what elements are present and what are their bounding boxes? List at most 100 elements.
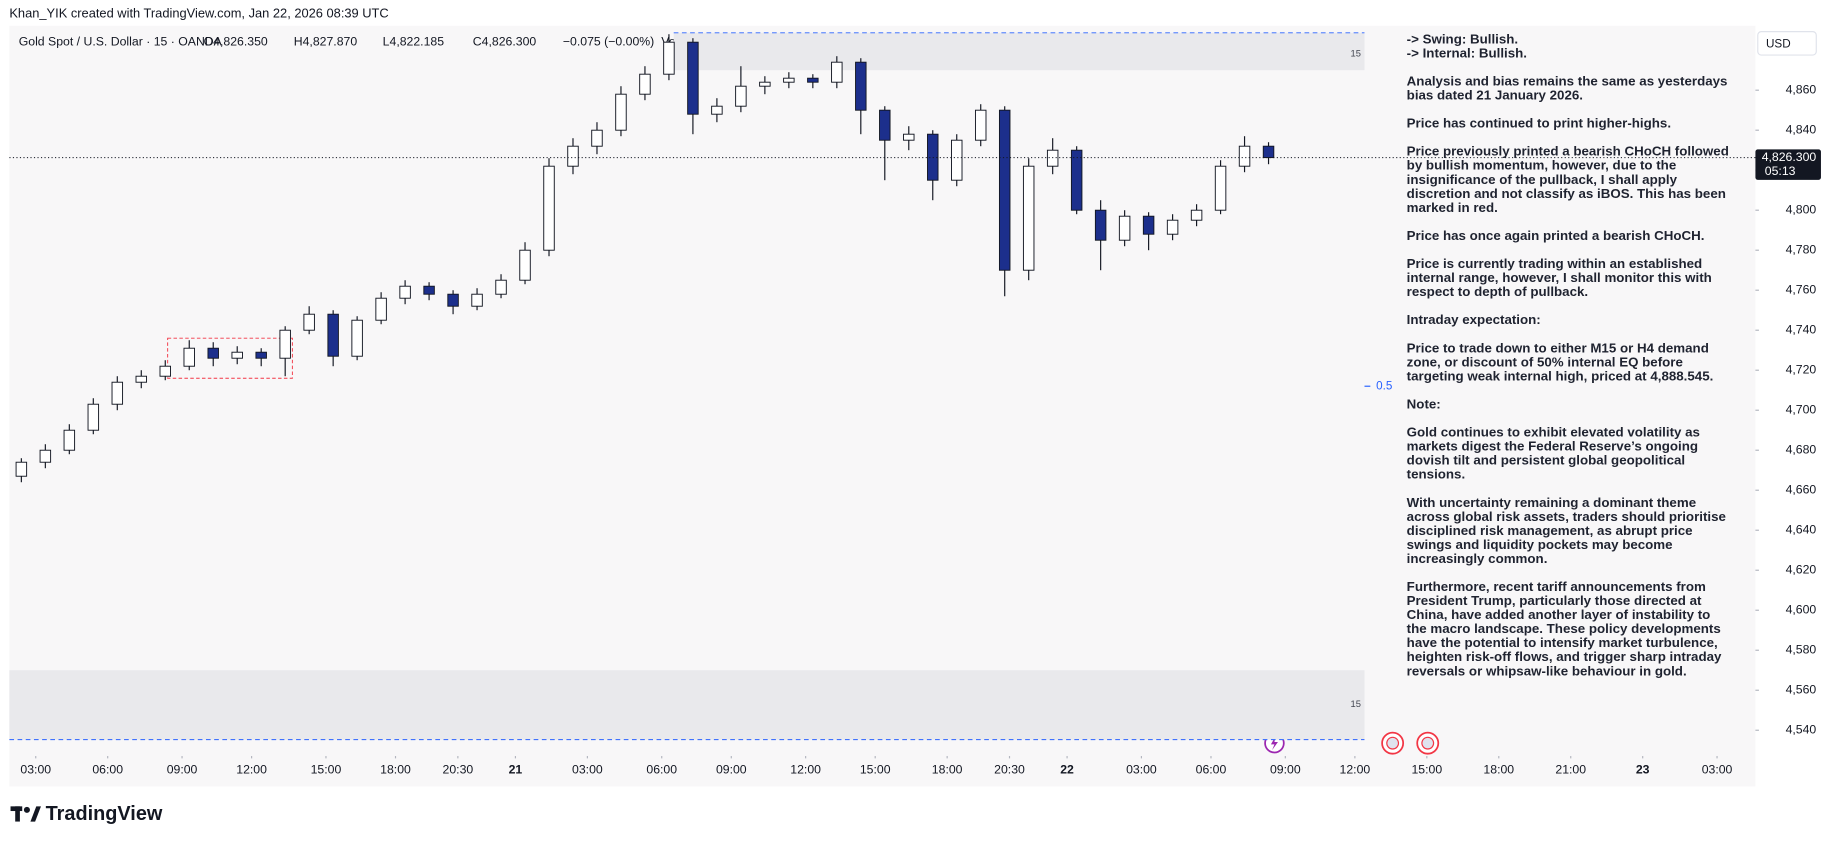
annotation-line: Price is currently trading within an est… <box>1407 256 1703 271</box>
header: Khan_YIK created with TradingView.com, J… <box>9 5 388 20</box>
candle-body <box>375 297 387 321</box>
brand: TradingView <box>46 803 163 825</box>
candle-body <box>1190 209 1203 221</box>
brand-logo <box>10 806 41 822</box>
annotation-line: China, have added another layer of insta… <box>1407 607 1711 622</box>
annotation-line: Analysis and bias remains the same as ye… <box>1407 73 1728 88</box>
x-tick-label: 09:00 <box>716 762 747 776</box>
candle-body <box>687 41 699 115</box>
x-tick-label: 03:00 <box>1702 762 1733 776</box>
candle-body <box>423 285 435 295</box>
x-tick-label: 06:00 <box>646 762 677 776</box>
annotation-line: Furthermore, recent tariff announcements… <box>1407 579 1706 594</box>
x-tick-label: 22 <box>1060 762 1074 776</box>
candle-body <box>471 293 483 307</box>
annotation-line: With uncertainty remaining a dominant th… <box>1407 495 1696 510</box>
y-tick-label: 4,640 <box>1786 522 1817 536</box>
candle-body <box>63 429 76 451</box>
candle-body <box>327 313 339 357</box>
currency: USD <box>1766 38 1791 51</box>
annotation-line: Intraday expectation: <box>1407 312 1541 327</box>
candle-body <box>1094 209 1107 241</box>
candle-body <box>135 375 148 383</box>
annotation-line: markets digest the Federal Reserve’s ong… <box>1407 439 1698 454</box>
y-tick-label: 4,720 <box>1786 362 1817 376</box>
x-tick-label: 18:00 <box>380 762 411 776</box>
candle-body <box>399 285 411 299</box>
candle-body <box>1070 149 1083 211</box>
y-tick-label: 4,780 <box>1786 242 1817 256</box>
annotation-line: internal range, however, I shall monitor… <box>1407 270 1712 285</box>
x-tick-label: 15:00 <box>1411 762 1442 776</box>
x-tick-label: 21 <box>509 762 523 776</box>
annotation-line: -> Swing: Bullish. <box>1407 31 1518 46</box>
annotation-line: Price previously printed a bearish CHoCH… <box>1407 144 1729 159</box>
candle-body <box>831 61 843 83</box>
candle-body <box>1166 219 1179 235</box>
candle-body <box>279 329 291 359</box>
candle-body <box>495 279 507 295</box>
annotation-line: across global risk assets, traders shoul… <box>1407 509 1726 524</box>
x-tick-label: 06:00 <box>92 762 123 776</box>
zone <box>673 32 1365 71</box>
y-tick-label: 4,620 <box>1786 562 1817 576</box>
annotation-line: targeting weak internal high, priced at … <box>1407 368 1714 383</box>
candle-body <box>87 403 100 431</box>
annotation-line: Gold continues to exhibit elevated volat… <box>1407 425 1700 440</box>
candle-body <box>807 77 819 83</box>
candle-body <box>231 351 243 359</box>
y-tick-label: 4,600 <box>1786 602 1817 616</box>
candle-body <box>903 133 915 141</box>
candle-body <box>998 109 1011 271</box>
currency-box[interactable] <box>1757 31 1817 56</box>
candle-body <box>207 347 219 359</box>
y-tick-label: 4,660 <box>1786 482 1817 496</box>
candle-body <box>591 129 603 147</box>
candle-body <box>447 293 459 307</box>
ohlc-label: C4,826.300 <box>473 34 537 48</box>
chart-title: Gold Spot / U.S. Dollar · 15 · OANDA <box>19 34 223 48</box>
annotation-line: Price has continued to print higher-high… <box>1407 116 1671 131</box>
annotation-line: by bullish momentum, however, due to the <box>1407 158 1677 173</box>
candle-body <box>1118 215 1131 241</box>
candle-body <box>879 109 891 141</box>
candle-body <box>15 461 28 477</box>
last-price-box <box>1755 149 1821 180</box>
candle-body <box>639 73 651 95</box>
candle-body <box>855 61 867 111</box>
plot-area <box>9 25 1756 787</box>
candle-body <box>183 347 195 367</box>
annotation-line: Price to trade down to either M15 or H4 … <box>1407 340 1709 355</box>
ohlc-label: L4,822.185 <box>383 34 445 48</box>
annotation-line: bias dated 21 January 2026. <box>1407 88 1583 103</box>
x-tick-label: 12:00 <box>790 762 821 776</box>
candle-body <box>567 145 579 167</box>
x-tick-label: 20:30 <box>994 762 1025 776</box>
annotation-line: tensions. <box>1407 467 1466 482</box>
y-tick-label: 4,700 <box>1786 402 1817 416</box>
candle-body <box>111 381 124 405</box>
x-tick-label: 03:00 <box>572 762 603 776</box>
candle-body <box>615 93 627 131</box>
x-tick-label: 03:00 <box>1126 762 1157 776</box>
annotation-line: President Trump, particularly those dire… <box>1407 593 1702 608</box>
x-tick-label: 20:30 <box>443 762 474 776</box>
annotation-line: -> Internal: Bullish. <box>1407 45 1527 60</box>
candle-body <box>1046 149 1059 167</box>
last-price-label: 4,826.300 <box>1762 150 1817 164</box>
annotation-line: increasingly common. <box>1407 551 1548 566</box>
annotation-line: dovish tilt and persistent global geopol… <box>1407 453 1685 468</box>
level-label: 0.5 <box>1376 379 1393 392</box>
candle-body <box>951 139 963 181</box>
x-tick-label: 15:00 <box>311 762 342 776</box>
annotation-line: insignificance of the pullback, I shall … <box>1407 172 1678 187</box>
ohlc-label: H4,827.870 <box>294 34 358 48</box>
annotation-line: the macro landscape. These policy develo… <box>1407 621 1721 636</box>
candle-body <box>303 313 315 331</box>
x-tick-label: 06:00 <box>1196 762 1227 776</box>
annotation-line: have the potential to intensify market t… <box>1407 635 1718 650</box>
countdown: 05:13 <box>1765 164 1796 178</box>
candle-body <box>255 351 267 359</box>
annotation-line: Note: <box>1407 396 1441 411</box>
